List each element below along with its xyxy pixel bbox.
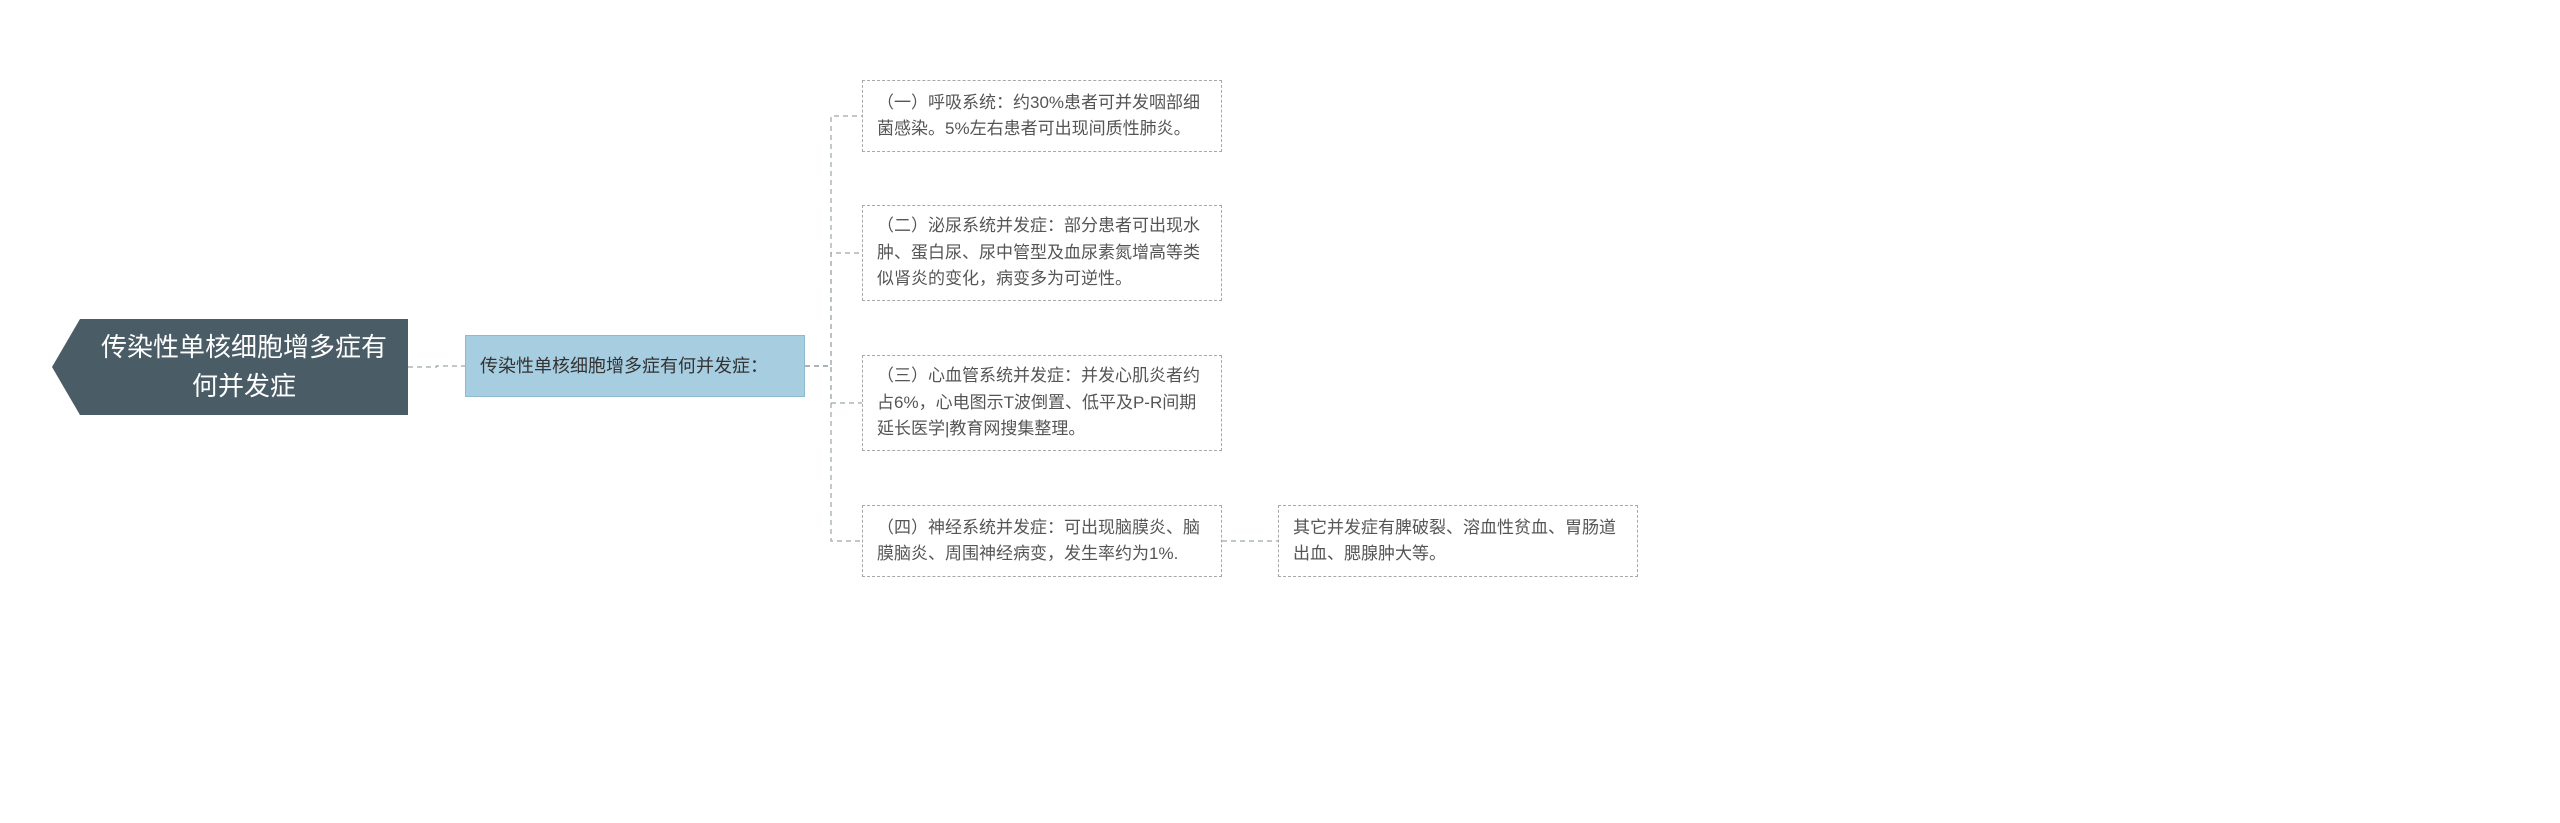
leaf-label: （二）泌尿系统并发症：部分患者可出现水肿、蛋白尿、尿中管型及血尿素氮增高等类似肾… [877,213,1207,292]
leaf-node-3: （三）心血管系统并发症：并发心肌炎者约占6%，心电图示T波倒置、低平及P-R间期… [862,355,1222,451]
mindmap-canvas: 传染性单核细胞增多症有何并发症 传染性单核细胞增多症有何并发症： （一）呼吸系统… [0,0,2560,823]
leaf-label: 其它并发症有脾破裂、溶血性贫血、胃肠道出血、腮腺肿大等。 [1293,515,1623,568]
leaf-label: （四）神经系统并发症：可出现脑膜炎、脑膜脑炎、周围神经病变，发生率约为1%. [877,515,1207,568]
leaf-node-4-child: 其它并发症有脾破裂、溶血性贫血、胃肠道出血、腮腺肿大等。 [1278,505,1638,577]
root-label: 传染性单核细胞增多症有何并发症 [100,328,388,406]
leaf-node-2: （二）泌尿系统并发症：部分患者可出现水肿、蛋白尿、尿中管型及血尿素氮增高等类似肾… [862,205,1222,301]
level1-label: 传染性单核细胞增多症有何并发症： [480,353,768,380]
root-node: 传染性单核细胞增多症有何并发症 [80,319,408,415]
root-arrow [52,319,80,415]
leaf-label: （一）呼吸系统：约30%患者可并发咽部细菌感染。5%左右患者可出现间质性肺炎。 [877,90,1207,143]
leaf-label: （三）心血管系统并发症：并发心肌炎者约占6%，心电图示T波倒置、低平及P-R间期… [877,363,1207,442]
leaf-node-4: （四）神经系统并发症：可出现脑膜炎、脑膜脑炎、周围神经病变，发生率约为1%. [862,505,1222,577]
level1-node: 传染性单核细胞增多症有何并发症： [465,335,805,397]
leaf-node-1: （一）呼吸系统：约30%患者可并发咽部细菌感染。5%左右患者可出现间质性肺炎。 [862,80,1222,152]
